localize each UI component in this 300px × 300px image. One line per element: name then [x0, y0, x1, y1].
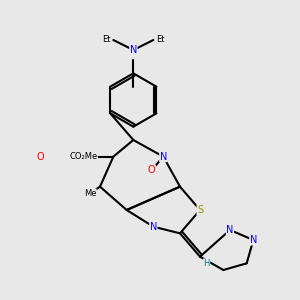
- Text: N: N: [150, 222, 157, 232]
- Text: N: N: [130, 45, 137, 55]
- Text: O: O: [36, 152, 44, 162]
- Text: N: N: [226, 225, 234, 235]
- Text: H: H: [203, 259, 210, 268]
- Text: Me: Me: [84, 189, 96, 198]
- Text: CO₂Me: CO₂Me: [69, 152, 98, 161]
- Text: N: N: [250, 235, 257, 245]
- Text: N: N: [160, 152, 167, 162]
- Text: S: S: [197, 205, 203, 215]
- Text: O: O: [148, 165, 155, 175]
- Text: Et: Et: [156, 35, 164, 44]
- Text: Et: Et: [102, 35, 111, 44]
